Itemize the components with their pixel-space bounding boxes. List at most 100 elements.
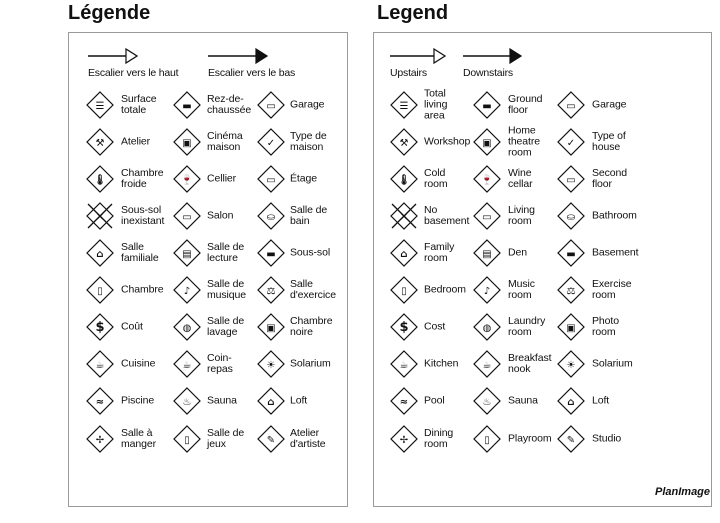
garage-label: Garage	[290, 98, 325, 111]
den-icon: ▤	[173, 239, 201, 267]
breakfast-nook-label: Coin- repas	[207, 352, 233, 375]
svg-text:🌡: 🌡	[398, 173, 411, 186]
stairs-down-arrow-icon	[208, 47, 269, 70]
laundry-room-label: Salle de lavage	[207, 315, 245, 338]
svg-text:◍: ◍	[183, 323, 192, 334]
photo-room-label: Photo room	[592, 315, 619, 338]
music-room-label: Salle de musique	[207, 278, 246, 301]
kitchen-label: Kitchen	[424, 357, 459, 370]
ground-floor-icon: ▬	[473, 91, 501, 119]
wine-cellar-icon: 🍷	[173, 165, 201, 193]
no-basement-label: Sous-sol inexistant	[121, 204, 165, 227]
svg-text:⌂: ⌂	[400, 249, 407, 260]
bedroom-icon: ▯	[86, 276, 114, 304]
house-type-label: Type de maison	[290, 130, 327, 153]
svg-text:✢: ✢	[400, 435, 408, 446]
svg-text:▬: ▬	[182, 101, 191, 112]
loft-label: Loft	[592, 394, 610, 407]
living-room-label: Salon	[207, 209, 234, 222]
home-theatre-label: Home theatre room	[508, 124, 540, 159]
basement-label: Sous-sol	[290, 246, 331, 259]
workshop-icon: ⚒	[390, 128, 418, 156]
cold-room-icon: 🌡	[86, 165, 114, 193]
no-basement-label: No basement	[424, 204, 470, 227]
breakfast-nook-icon: ☕	[473, 350, 501, 378]
svg-text:☕: ☕	[183, 360, 192, 371]
svg-text:✢: ✢	[96, 435, 104, 446]
dining-room-label: Dining room	[424, 427, 454, 450]
photo-room-icon: ▣	[257, 313, 285, 341]
bathroom-icon: ⛀	[557, 202, 585, 230]
studio-icon: ✎	[557, 425, 585, 453]
laundry-room-label: Laundry room	[508, 315, 546, 338]
laundry-room-icon: ◍	[173, 313, 201, 341]
living-room-icon: ▭	[473, 202, 501, 230]
playroom-label: Playroom	[508, 432, 552, 445]
stairs-up-label: Escalier vers le haut	[88, 67, 179, 79]
svg-text:⌂: ⌂	[267, 397, 274, 408]
svg-text:☰: ☰	[96, 101, 105, 112]
pool-label: Piscine	[121, 394, 155, 407]
family-room-label: Salle familiale	[121, 241, 159, 264]
stairs-down-label: Escalier vers le bas	[208, 67, 296, 79]
garage-label: Garage	[592, 98, 627, 111]
loft-icon: ⌂	[557, 387, 585, 415]
breakfast-nook-label: Breakfast nook	[508, 352, 552, 375]
laundry-room-icon: ◍	[473, 313, 501, 341]
home-theatre-label: Cinéma maison	[207, 130, 243, 153]
svg-text:▣: ▣	[482, 138, 491, 149]
total-area-label: Total living area	[424, 87, 448, 122]
dining-room-label: Salle à manger	[121, 427, 157, 450]
svg-text:☰: ☰	[400, 101, 409, 112]
svg-text:♪: ♪	[184, 286, 190, 297]
svg-text:🌡: 🌡	[94, 173, 107, 186]
bedroom-label: Chambre	[121, 283, 164, 296]
dining-room-icon: ✢	[390, 425, 418, 453]
ground-floor-label: Rez-de- chaussée	[207, 93, 252, 116]
svg-text:⛀: ⛀	[567, 212, 575, 223]
svg-text:≈: ≈	[400, 397, 408, 408]
loft-icon: ⌂	[257, 387, 285, 415]
sauna-label: Sauna	[508, 394, 538, 407]
stairs-down-label: Downstairs	[463, 67, 513, 79]
loft-label: Loft	[290, 394, 308, 407]
cost-label: Coût	[121, 320, 143, 333]
music-room-label: Music room	[508, 278, 535, 301]
workshop-icon: ⚒	[86, 128, 114, 156]
svg-text:🍷: 🍷	[181, 173, 193, 186]
legend-panel-en	[373, 32, 712, 507]
den-icon: ▤	[473, 239, 501, 267]
breakfast-nook-icon: ☕	[173, 350, 201, 378]
workshop-label: Workshop	[424, 135, 471, 148]
house-type-icon: ✓	[257, 128, 285, 156]
svg-text:☀: ☀	[567, 360, 576, 371]
pool-icon: ≈	[390, 387, 418, 415]
stairs-up-arrow-icon	[88, 47, 139, 70]
family-room-label: Family room	[424, 241, 455, 264]
garage-icon: ▭	[557, 91, 585, 119]
dining-room-icon: ✢	[86, 425, 114, 453]
svg-text:✓: ✓	[567, 138, 575, 149]
exercise-room-label: Salle d'exercice	[290, 278, 336, 301]
svg-text:☀: ☀	[267, 360, 276, 371]
cold-room-label: Cold room	[424, 167, 448, 190]
living-room-label: Living room	[508, 204, 535, 227]
stairs-up-arrow-icon	[390, 47, 447, 70]
svg-text:♪: ♪	[484, 286, 490, 297]
no-basement-icon: ✕	[390, 202, 418, 230]
cost-icon: $	[86, 313, 114, 341]
svg-text:▯: ▯	[184, 435, 190, 446]
svg-text:✎: ✎	[267, 435, 275, 446]
svg-text:▭: ▭	[566, 101, 575, 112]
bedroom-label: Bedroom	[424, 283, 466, 296]
kitchen-icon: ☕	[86, 350, 114, 378]
wine-cellar-icon: 🍷	[473, 165, 501, 193]
family-room-icon: ⌂	[390, 239, 418, 267]
svg-text:✎: ✎	[567, 435, 575, 446]
svg-text:⛀: ⛀	[267, 212, 275, 223]
total-area-icon: ☰	[86, 91, 114, 119]
svg-text:⚖: ⚖	[567, 286, 576, 297]
svg-text:▬: ▬	[566, 249, 575, 260]
photo-room-label: Chambre noire	[290, 315, 333, 338]
cold-room-icon: 🌡	[390, 165, 418, 193]
